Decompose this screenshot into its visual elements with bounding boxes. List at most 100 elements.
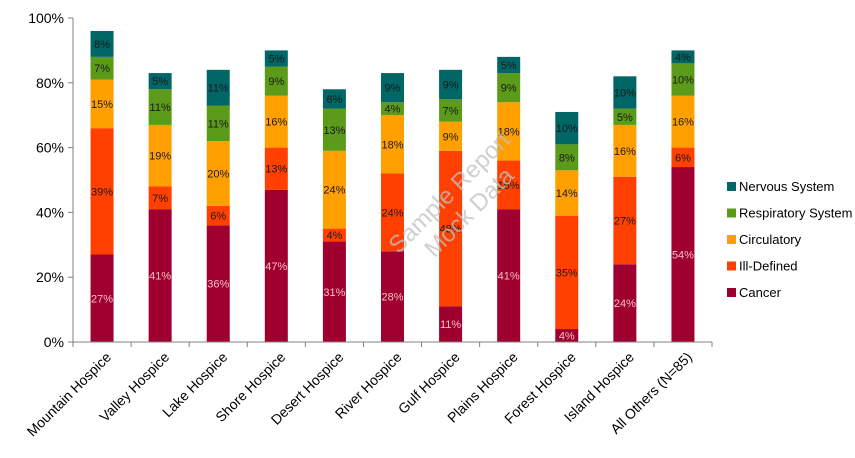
bar-segment	[206, 141, 230, 206]
data-label: 9%	[268, 76, 284, 88]
data-label: 9%	[443, 131, 459, 143]
data-label: 19%	[149, 151, 171, 163]
data-label: 5%	[501, 60, 517, 72]
bar-stack: 4% 35% 14% 8% 10%	[555, 111, 579, 343]
legend-item: Cancer	[727, 285, 782, 300]
data-label: 16%	[265, 117, 287, 129]
bar-segment	[381, 102, 404, 116]
bar-segment	[439, 306, 463, 342]
bar-segment	[497, 160, 521, 210]
data-label: 7%	[152, 193, 168, 205]
bar-segment	[264, 95, 288, 148]
data-label: 4%	[326, 230, 342, 242]
data-label: 8%	[559, 152, 575, 164]
y-tick-label: 60%	[36, 140, 64, 156]
bar-segment	[322, 228, 346, 242]
data-label: 24%	[614, 298, 636, 310]
legend-label: Ill-Defined	[739, 259, 798, 274]
y-tick-label: 40%	[36, 204, 64, 220]
data-label: 7%	[94, 63, 110, 75]
bar-segment	[439, 69, 463, 99]
data-label: 36%	[207, 279, 229, 291]
data-label: 7%	[443, 105, 459, 117]
bar-segment	[555, 329, 579, 342]
data-label: 35%	[556, 267, 578, 279]
bar-segment	[90, 79, 114, 129]
bar-segment	[148, 186, 172, 210]
data-label: 31%	[323, 287, 345, 299]
bar-segment	[671, 167, 695, 342]
legend-item: Nervous System	[727, 179, 834, 194]
bar-segment	[671, 147, 695, 168]
bar-segment	[90, 254, 114, 342]
bar-segment	[671, 50, 695, 64]
data-label: 24%	[381, 207, 403, 219]
bar-stack: 11% 48% 9% 7% 9%	[439, 69, 463, 342]
bar-segment	[264, 147, 288, 190]
bar-segment	[497, 56, 521, 74]
bar-segment	[555, 111, 579, 145]
bar-segment	[555, 215, 579, 330]
data-label: 41%	[498, 271, 520, 283]
bar-segment	[497, 102, 521, 161]
data-label: 4%	[675, 52, 691, 64]
data-label: 14%	[556, 188, 578, 200]
bar-segment	[148, 89, 172, 125]
data-label: 16%	[614, 146, 636, 158]
data-label: 20%	[207, 169, 229, 181]
bar-segment	[90, 56, 114, 80]
legend-swatch	[727, 182, 736, 191]
bar-segment	[497, 73, 521, 103]
bar-stack: 41% 7% 19% 11% 5%	[148, 73, 172, 342]
data-label: 10%	[672, 75, 694, 87]
data-label: 11%	[208, 83, 229, 95]
bar-segment	[90, 30, 114, 57]
legend-item: Respiratory System	[727, 206, 852, 221]
legend-item: Circulatory	[727, 232, 802, 247]
data-label: 4%	[385, 104, 401, 116]
data-label: 11%	[150, 102, 171, 114]
bar-segment	[206, 225, 230, 342]
y-axis: 0% 20% 40% 60% 80% 100%	[28, 10, 74, 350]
bar-stack: 27% 39% 15% 7% 8%	[90, 30, 114, 342]
data-label: 27%	[91, 293, 113, 305]
data-label: 27%	[614, 216, 636, 228]
data-label: 9%	[501, 83, 517, 95]
bar-segment	[322, 150, 346, 229]
bar-segment	[322, 241, 346, 342]
data-label: 24%	[323, 185, 345, 197]
data-label: 9%	[443, 79, 459, 91]
data-label: 11%	[208, 118, 229, 130]
data-label: 4%	[559, 331, 575, 343]
data-label: 6%	[326, 94, 342, 106]
legend-item: Ill-Defined	[727, 259, 798, 274]
bar-segment	[613, 176, 637, 265]
bar-segment	[322, 89, 346, 109]
bar-segment	[90, 128, 114, 255]
bar-segment	[439, 150, 463, 307]
data-label: 8%	[94, 39, 110, 51]
x-tick-label: Mountain Hospice	[24, 349, 115, 440]
legend-swatch	[727, 261, 736, 271]
data-label: 6%	[675, 152, 691, 164]
bar-segment	[206, 69, 230, 106]
legend-swatch	[727, 235, 736, 244]
data-label: 9%	[385, 83, 401, 95]
bar-segment	[555, 170, 579, 216]
y-tick-label: 20%	[36, 269, 64, 285]
bar-segment	[613, 108, 637, 125]
bar-segment	[613, 124, 637, 177]
bar-stack: 41% 15% 18% 9% 5%	[497, 56, 521, 342]
legend-label: Nervous System	[739, 179, 834, 194]
bar-stack: 31% 4% 24% 13% 6%	[322, 89, 346, 342]
data-label: 11%	[440, 319, 461, 331]
bar-segment	[439, 121, 463, 151]
legend-swatch	[727, 288, 736, 297]
bar-stack: 28% 24% 18% 4% 9%	[381, 73, 404, 342]
legend: Nervous System Respiratory System Circulat…	[727, 179, 852, 300]
data-label: 47%	[265, 261, 287, 273]
data-label: 41%	[149, 271, 171, 283]
data-label: 48%	[440, 224, 462, 236]
bar-segment	[322, 108, 346, 151]
